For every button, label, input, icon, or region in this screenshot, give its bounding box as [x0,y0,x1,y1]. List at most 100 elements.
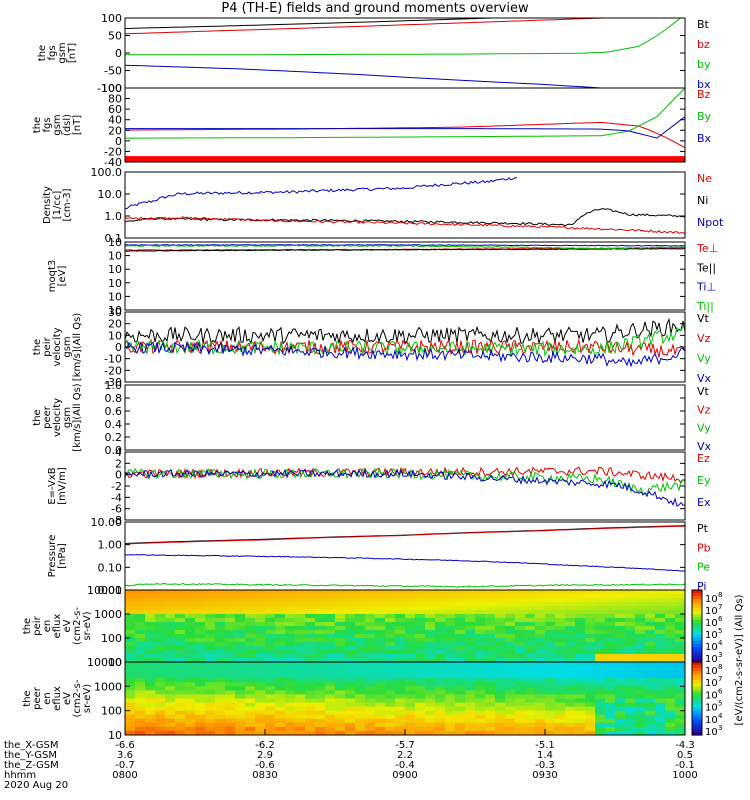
peir-spec-cell [125,614,136,619]
peer-spec-cell [675,702,685,708]
peer-spec-cell [665,726,676,732]
peir-spec-cell [575,602,586,607]
peer-spec-cell [315,702,326,708]
peir-spec-cell [155,606,166,611]
peir-spec-cell [195,622,206,627]
peir-spec-cell [305,610,316,615]
peer-spec-cell [365,694,376,700]
peer-spec-cell [615,706,626,712]
peer-spec-cell [355,682,366,687]
peir-spec-cell [575,634,586,639]
peer-spec-cell [575,670,586,675]
peir-spec-cell [435,646,446,651]
peer-spec-cell [325,670,336,675]
peir-spec-cell [485,610,496,615]
peir-spec-cell [235,638,246,643]
peir-spec-cell [235,658,246,662]
peer-spec-cell [195,678,206,683]
xtick-label: -5.1 [535,740,555,751]
peer-spec-cell [345,702,356,708]
peer-spec-cell [345,710,356,716]
peer-spec-cell [555,702,566,708]
peir-spec-cell [315,634,326,639]
peer-spec-cell [565,714,576,720]
peer-spec-cell [565,730,576,735]
peer-spec-cell [135,690,146,696]
peir-spec-cell [615,618,626,623]
peir-spec-cell [395,658,406,662]
peer-spec-cell [335,702,346,708]
peir-spec-cell [255,634,266,639]
peir-spec-cell [205,654,216,659]
peer-spec-cell [335,730,346,735]
peer-spec-cell [475,722,486,728]
peir-spec-cell [505,650,516,655]
peer-spec-cell [555,722,566,728]
peir-spec-colorbar-swatch [692,659,702,663]
peer-spec-cell [435,670,446,675]
peir-spec-cell [405,642,416,647]
peir-spec-cell [525,610,536,615]
peir-spec-colorbar-swatch [692,596,702,600]
peir-spec-cell [235,610,246,615]
peer-spec-cell [415,702,426,708]
peir-spec-cell [425,622,436,627]
peir-spec-cell [535,650,546,655]
peir-spec-cell [155,614,166,619]
peir-spec-cell [195,630,206,635]
peir-spec-cell [325,642,336,647]
peir-spec-cell [675,598,685,603]
peir-spec-cell [305,598,316,603]
peir-spec-cell [495,602,506,607]
peir-spec-cell [455,590,466,595]
peir-spec-cell [645,646,656,651]
peer-spec-cell [625,666,636,671]
peer-spec-cell [475,690,486,696]
peer-spec-cell [525,730,536,735]
peer-spec-cell [505,726,516,732]
temperature-legend-2: Ti⊥ [696,281,716,294]
peir-spec-cell [335,638,346,643]
peir-spec-cell [615,630,626,635]
peir-spec-cell [335,594,346,599]
peer-spec-cell [295,682,306,687]
peir-spec-cell [275,654,286,659]
peer-spec-cell [125,674,136,679]
peir-spec-cell [135,646,146,651]
peer-spec-cell [375,726,386,732]
xtick-label: -0.4 [395,760,415,771]
peir-spec-cell [655,610,666,615]
peir-spec-cell [415,638,426,643]
peir-spec-ytick-label: 1000 [94,608,122,621]
peer-spec-cell [305,718,316,724]
peer-spec-cell [125,702,136,708]
peir-spec-cell [615,622,626,627]
peir-spec-cell [535,626,546,631]
peir-spec-cell [385,654,396,659]
peir-spec-cell [515,598,526,603]
peir-spec-cell [135,614,146,619]
peir-spec-cell [225,634,236,639]
peer-spec-cell [165,686,176,691]
peir-spec-cell [195,590,206,595]
peer-spec-colorbar-swatch [692,701,702,706]
peer-spec-cell [155,698,166,704]
peer-spec-cell [565,718,576,724]
peir-spec-cell [525,646,536,651]
peir-spec-cell [425,606,436,611]
peir-spec-cell [585,622,596,627]
peer-spec-cell [365,670,376,675]
peir-spec-cell [645,634,656,639]
peer-spec-cell [275,718,286,724]
peer-spec-cell [195,706,206,712]
peir-spec-cell [445,610,456,615]
peer-spec-cell [285,682,296,687]
peer-spec-cell [555,726,566,732]
temperature-ytick-label: 10 [108,304,122,317]
peer-spec-cell [445,722,456,728]
peir-spec-cell [475,630,486,635]
xaxis-row-label: the_X-GSM [4,740,58,751]
peer-spec-cell [505,706,516,712]
peir-spec-cell [175,594,186,599]
peer-spec-cell [475,674,486,679]
